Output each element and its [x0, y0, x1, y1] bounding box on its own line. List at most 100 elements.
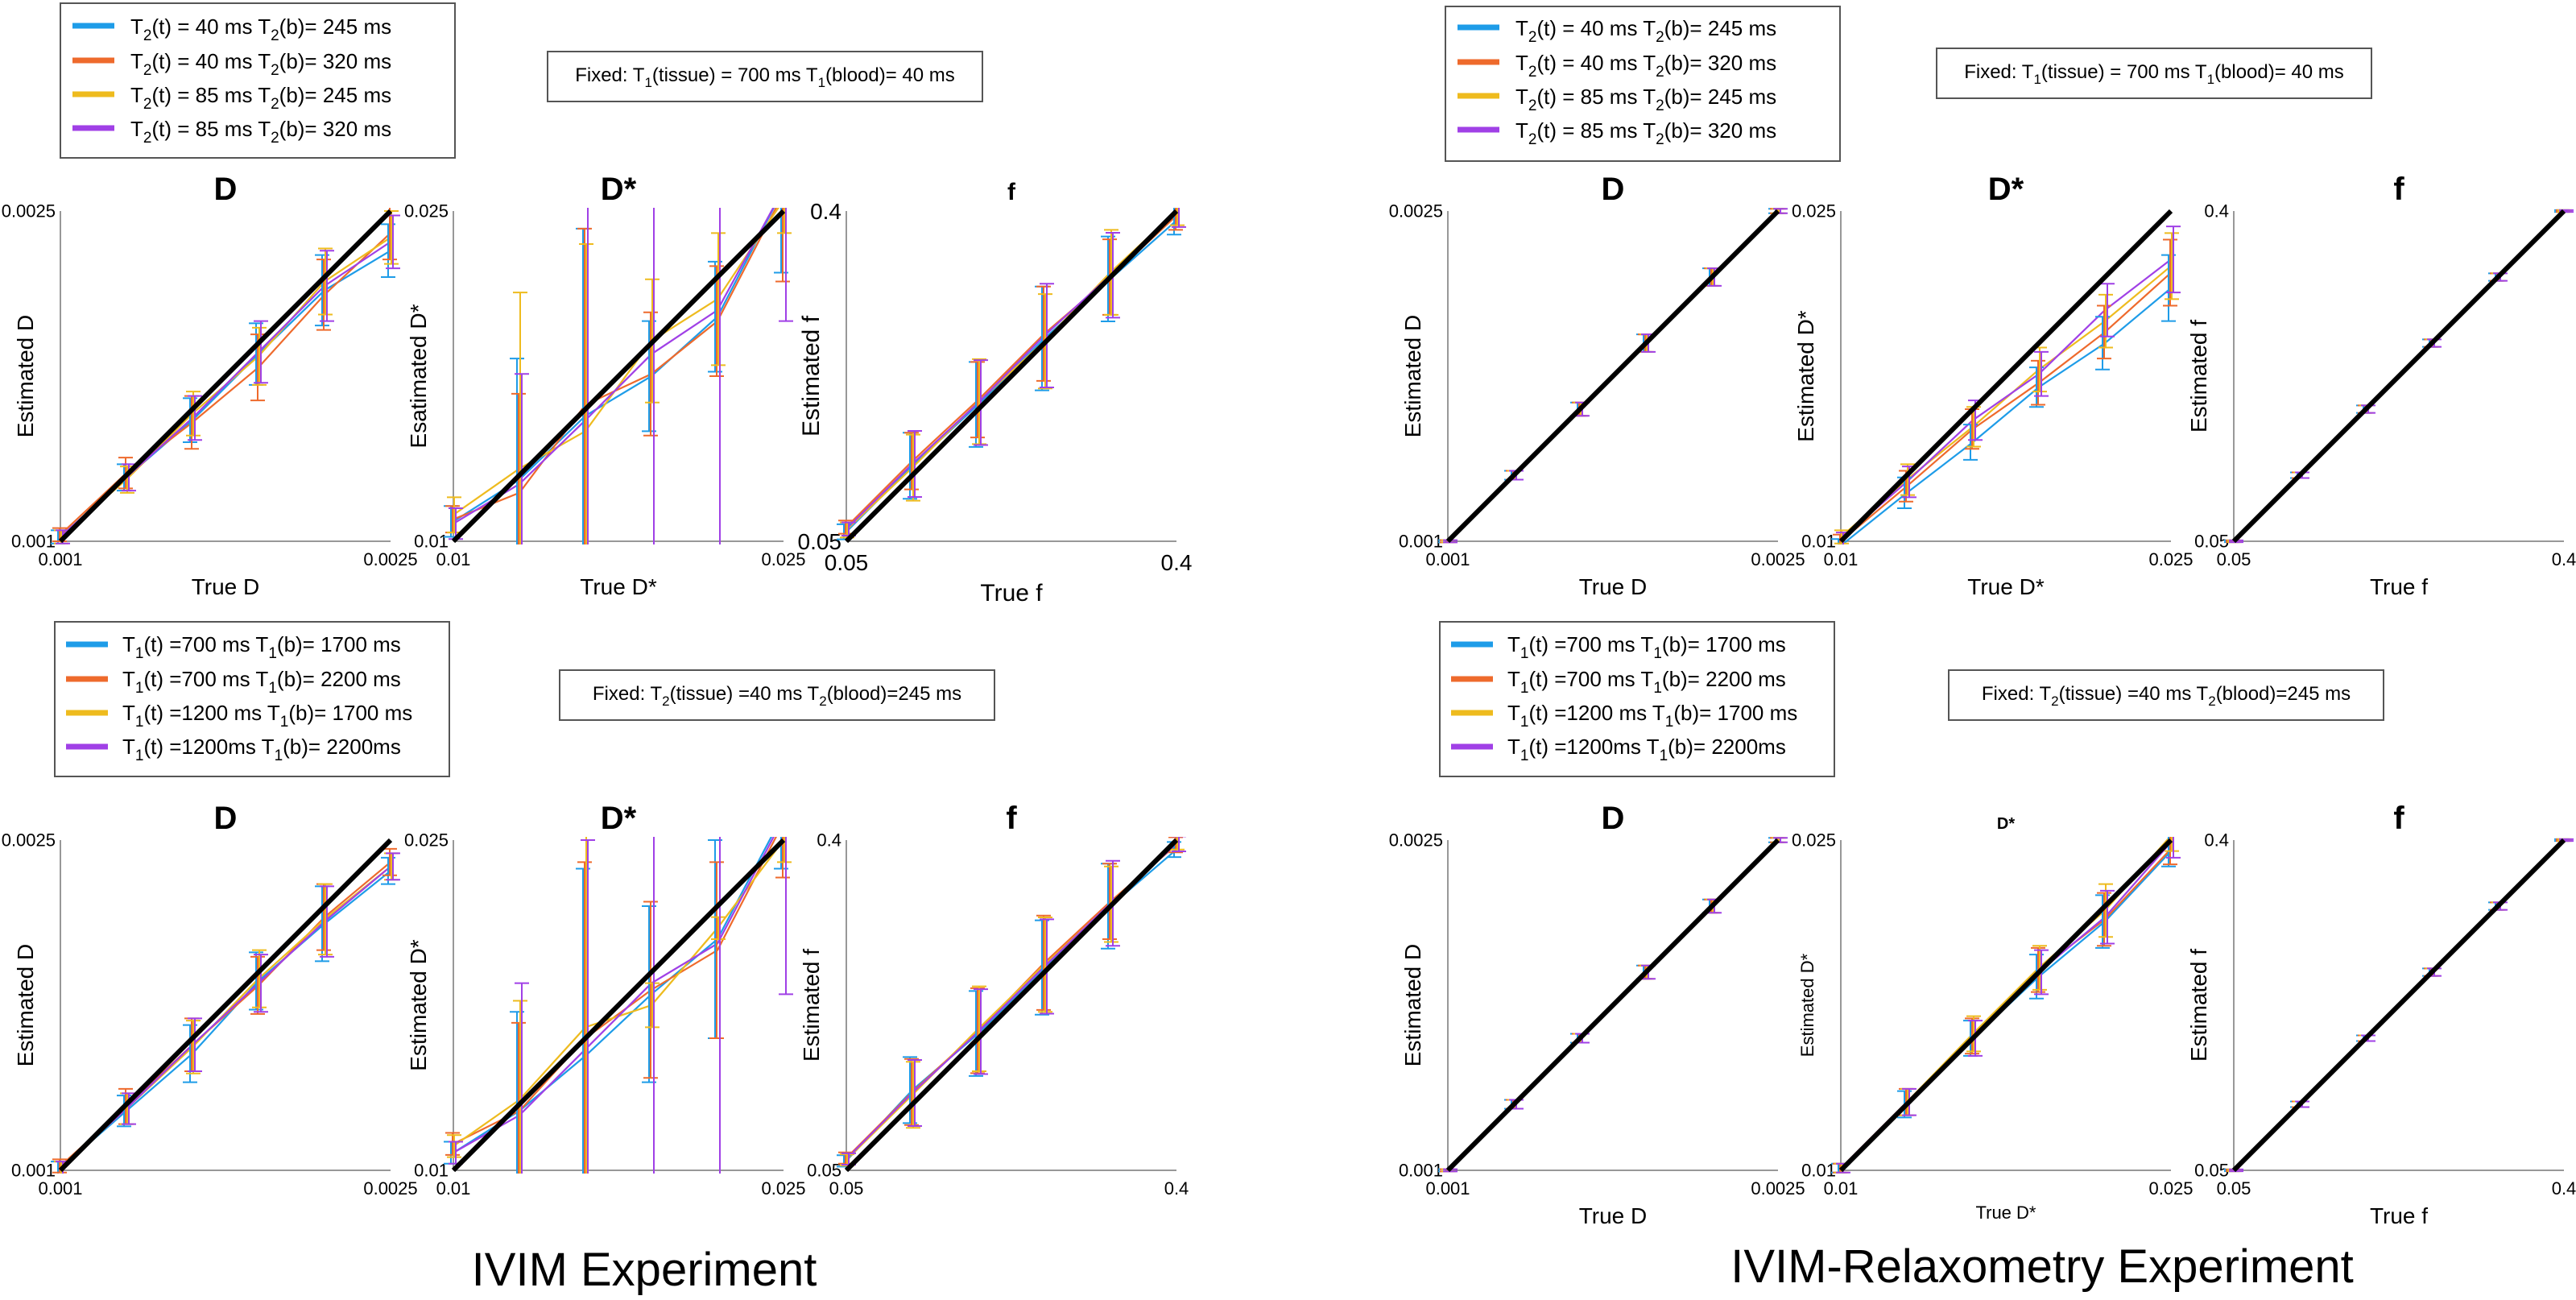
chart-panel-relax-t1-Dstar: 0.01 0.025 0.01 0.025 D* True D* Estimated D* — [1792, 815, 2194, 1223]
y-tick-label: 0.025 — [1792, 830, 1836, 851]
plot-area — [2224, 209, 2574, 544]
y-tick-label: 0.0025 — [2, 201, 56, 221]
panel-title: D — [214, 801, 238, 836]
x-tick-label: 0.025 — [2148, 1178, 2193, 1199]
y-tick-label: 0.01 — [414, 1161, 449, 1181]
section-title-left: IVIM Experiment — [472, 1244, 817, 1296]
legend-box: T1(t) =700 ms T1(b)= 1700 ms T1(t) =700 … — [54, 621, 450, 777]
y-tick-label: 0.0025 — [1389, 830, 1443, 851]
x-tick-label: 0.0025 — [1751, 1178, 1805, 1199]
legend-entry: T2(t) = 85 ms T2(b)= 245 ms — [130, 83, 391, 113]
identity-line — [844, 209, 1179, 544]
plot-area — [51, 208, 400, 544]
series-line — [1841, 287, 2172, 544]
panel-title: D* — [601, 801, 637, 836]
identity-line — [58, 838, 393, 1173]
fixed-params-text: Fixed: T1(tissue) = 700 ms T1(blood)= 40… — [575, 64, 955, 90]
legend-entry: T2(t) = 40 ms T2(b)= 320 ms — [130, 49, 391, 79]
y-tick-label: 0.001 — [11, 1161, 56, 1181]
legend-entry: T2(t) = 85 ms T2(b)= 320 ms — [130, 117, 391, 147]
fixed-params-text: Fixed: T2(tissue) =40 ms T2(blood)=245 m… — [593, 683, 961, 709]
x-tick-label: 0.01 — [1824, 1178, 1859, 1199]
y-tick-label: 0.001 — [11, 532, 56, 552]
legend-entry: T1(t) =1200ms T1(b)= 2200ms — [1507, 735, 1786, 764]
identity-line — [1838, 838, 2173, 1173]
y-tick-label: 0.001 — [1399, 1161, 1443, 1181]
section-title-right: IVIM-Relaxometry Experiment — [1730, 1240, 2354, 1293]
plot-area — [1831, 209, 2181, 544]
y-tick-label: 0.025 — [1792, 201, 1836, 221]
fixed-params-box: Fixed: T1(tissue) = 700 ms T1(blood)= 40… — [547, 51, 983, 102]
legend-entry: T1(t) =1200 ms T1(b)= 1700 ms — [1507, 701, 1797, 731]
series-line — [1840, 271, 2172, 542]
legend-entry: T1(t) =1200ms T1(b)= 2200ms — [122, 735, 401, 764]
series-line — [1840, 259, 2172, 540]
y-axis-label: Estimated D* — [1797, 953, 1817, 1057]
chart-panel-ivim-t1-f: 0.05 0.4 0.05 0.4 f Estimated f — [799, 801, 1189, 1199]
chart-panel-relax-t2-f: 0.05 0.4 0.05 0.4 f True f Estimated f — [2186, 172, 2576, 599]
panel-title: f — [2393, 172, 2404, 207]
plot-area — [2224, 838, 2574, 1173]
plot-area — [837, 208, 1186, 544]
x-tick-label: 0.001 — [1425, 1178, 1470, 1199]
panel-title: f — [2393, 801, 2404, 836]
x-axis-label: True D — [1579, 1203, 1648, 1228]
plot-area — [1831, 837, 2181, 1174]
chart-panel-ivim-t2-f: 0.05 0.4 0.05 0.4 f True f Estimated f — [798, 179, 1193, 607]
y-tick-label: 0.01 — [1801, 532, 1836, 552]
x-tick-label: 0.05 — [829, 1178, 864, 1199]
x-tick-label: 0.05 — [825, 550, 869, 575]
fixed-params-frame — [559, 669, 995, 721]
y-tick-label: 0.0025 — [1389, 201, 1443, 221]
x-tick-label: 0.0025 — [363, 549, 417, 569]
x-tick-label: 0.4 — [1164, 1178, 1189, 1199]
fixed-params-frame — [1948, 669, 2384, 721]
series-line — [453, 837, 775, 1154]
y-axis-label: Estimated f — [799, 949, 824, 1062]
y-tick-label: 0.05 — [2194, 1161, 2229, 1181]
x-tick-label: 0.01 — [436, 549, 471, 569]
identity-line — [844, 838, 1179, 1173]
x-tick-label: 0.05 — [2217, 549, 2251, 569]
x-tick-label: 0.025 — [761, 1178, 805, 1199]
series-line — [453, 208, 775, 525]
identity-line — [1838, 209, 2173, 544]
legend-entry: T2(t) = 40 ms T2(b)= 245 ms — [1515, 16, 1776, 46]
plot-area — [444, 208, 793, 544]
x-tick-label: 0.05 — [2217, 1178, 2251, 1199]
y-axis-label: Estimated f — [798, 315, 825, 437]
y-tick-label: 0.025 — [404, 830, 449, 851]
x-axis-label: True f — [2370, 1203, 2428, 1228]
x-axis-label: True f — [980, 580, 1043, 607]
chart-panel-ivim-t1-D: 0.001 0.0025 0.001 0.0025 D Estimated D — [2, 801, 418, 1199]
x-tick-label: 0.01 — [436, 1178, 471, 1199]
y-axis-label: Esatimated D* — [406, 304, 431, 448]
y-tick-label: 0.05 — [798, 529, 842, 554]
chart-panel-relax-t2-Dstar: 0.01 0.025 0.01 0.025 D* True D* Estimated D* — [1792, 172, 2194, 599]
chart-panel-ivim-t2-D: 0.001 0.0025 0.001 0.0025 D True D Estimated D — [2, 172, 418, 599]
legend-entry: T2(t) = 40 ms T2(b)= 245 ms — [130, 14, 391, 44]
legend-box: T2(t) = 40 ms T2(b)= 245 ms T2(t) = 40 m… — [60, 2, 456, 159]
legend-entry: T1(t) =700 ms T1(b)= 2200 ms — [122, 667, 401, 697]
y-axis-label: Estimated f — [2186, 949, 2211, 1062]
series-line — [846, 210, 1177, 531]
legend-entry: T2(t) = 85 ms T2(b)= 320 ms — [1515, 118, 1776, 148]
legend-frame — [60, 2, 456, 159]
y-tick-label: 0.4 — [817, 830, 841, 851]
y-axis-label: Estimated D — [13, 944, 38, 1067]
panel-title: D* — [1997, 815, 2015, 833]
identity-line — [2231, 838, 2566, 1173]
x-tick-label: 0.4 — [2552, 549, 2576, 569]
fixed-params-box: Fixed: T2(tissue) =40 ms T2(blood)=245 m… — [1948, 669, 2384, 721]
plot-area — [837, 837, 1186, 1173]
x-axis-label: True D — [192, 574, 260, 599]
legend-frame — [54, 621, 450, 777]
x-axis-label: True f — [2370, 574, 2428, 599]
y-axis-label: Estimated f — [2186, 320, 2211, 433]
fixed-params-frame — [547, 51, 983, 102]
chart-panel-ivim-t1-Dstar: 0.01 0.025 0.01 0.025 D* Estimated D* — [404, 801, 806, 1199]
x-tick-label: 0.001 — [38, 549, 82, 569]
fixed-params-frame — [1936, 48, 2372, 99]
y-tick-label: 0.01 — [1801, 1161, 1836, 1181]
legend-entry: T1(t) =700 ms T1(b)= 1700 ms — [122, 632, 401, 662]
